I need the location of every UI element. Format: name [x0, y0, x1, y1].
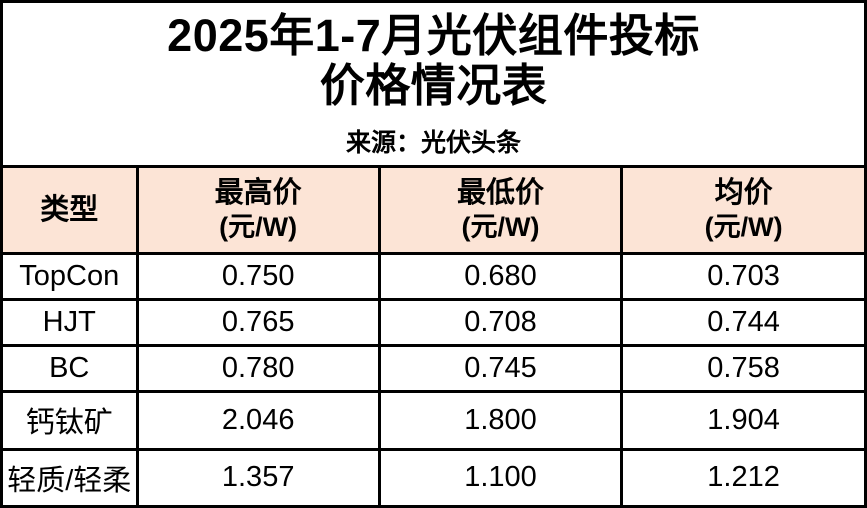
price-table: 类型 最高价 (元/W) 最低价 (元/W) 均价 (元/W) TopCon [3, 165, 864, 505]
cell-type: TopCon [3, 251, 139, 302]
table-row-lightweight-flexible: 轻质/轻柔 1.357 1.100 1.212 [3, 447, 864, 505]
cell-max-price: 1.357 [135, 447, 381, 505]
cell-max-price: 0.750 [135, 251, 381, 302]
table-header-row: 类型 最高价 (元/W) 最低价 (元/W) 均价 (元/W) [3, 165, 864, 255]
page-title: 2025年1-7月光伏组件投标 价格情况表 [167, 11, 700, 110]
cell-avg-price: 0.744 [620, 298, 864, 348]
table-row-bc: BC 0.780 0.745 0.758 [3, 344, 864, 394]
cell-type: 轻质/轻柔 [3, 447, 139, 505]
title-line-2: 价格情况表 [319, 59, 548, 111]
cell-max-price: 0.765 [135, 298, 381, 348]
title-line-1: 2025年1-7月光伏组件投标 [167, 10, 700, 61]
table-row-perovskite: 钙钛矿 2.046 1.800 1.904 [3, 390, 864, 451]
column-header-type: 类型 [3, 165, 139, 255]
column-header-unit: (元/W) [461, 212, 540, 243]
cell-min-price: 0.708 [377, 298, 624, 348]
cell-min-price: 1.100 [377, 447, 624, 505]
column-header-min-price: 最低价 (元/W) [377, 165, 624, 255]
column-header-unit: (元/W) [704, 212, 783, 243]
table-row-topcon: TopCon 0.750 0.680 0.703 [3, 251, 864, 302]
cell-min-price: 0.680 [377, 251, 624, 302]
cell-type: HJT [3, 298, 139, 348]
column-header-max-price: 最高价 (元/W) [135, 165, 381, 255]
column-header-unit: (元/W) [219, 212, 298, 243]
cell-max-price: 2.046 [135, 390, 381, 451]
source-label: 来源：光伏头条 [345, 129, 521, 157]
column-header-label: 均价 [714, 177, 773, 209]
cell-type: 钙钛矿 [3, 390, 139, 451]
cell-min-price: 0.745 [377, 344, 624, 394]
column-header-avg-price: 均价 (元/W) [620, 165, 864, 255]
cell-avg-price: 0.703 [620, 251, 864, 302]
title-block: 2025年1-7月光伏组件投标 价格情况表 来源：光伏头条 [3, 3, 864, 165]
cell-max-price: 0.780 [135, 344, 381, 394]
cell-type: BC [3, 344, 139, 394]
column-header-label: 类型 [40, 193, 99, 226]
column-header-label: 最高价 [214, 177, 302, 209]
table-row-hjt: HJT 0.765 0.708 0.744 [3, 298, 864, 348]
cell-avg-price: 0.758 [620, 344, 864, 394]
cell-avg-price: 1.212 [620, 447, 864, 505]
column-header-label: 最低价 [456, 177, 544, 209]
cell-min-price: 1.800 [377, 390, 624, 451]
cell-avg-price: 1.904 [620, 390, 864, 451]
